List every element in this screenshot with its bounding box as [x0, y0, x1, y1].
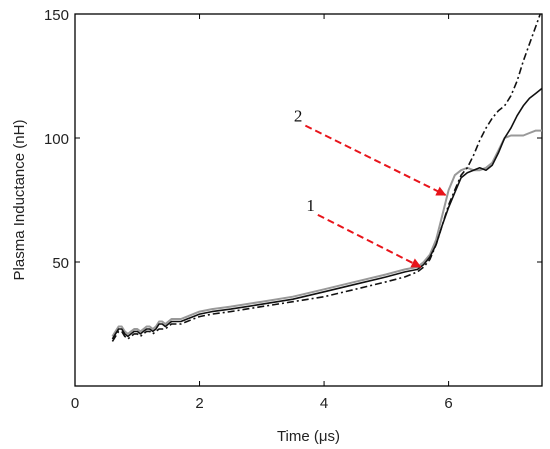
series-line-3 [111, 14, 542, 342]
x-tick-label: 6 [444, 395, 452, 412]
series-line-1 [111, 87, 542, 340]
y-axis-title: Plasma Inductance (nH) [11, 120, 28, 281]
plot-border [74, 13, 543, 387]
annotation-arrow-1 [317, 213, 422, 268]
axis-ticks: 0 2 4 6 50 100 150 [44, 7, 542, 412]
y-tick-label: 100 [44, 131, 69, 148]
x-tick-label: 0 [71, 395, 79, 412]
y-tick-label: 50 [52, 255, 69, 272]
y-tick-label: 150 [44, 7, 69, 24]
x-axis-title: Time (μs) [277, 428, 340, 445]
plot-frame [74, 13, 543, 387]
series-group [111, 14, 542, 342]
x-tick-label: 4 [320, 395, 328, 412]
annotation-arrow-2 [304, 124, 447, 196]
annotation-label-1: 1 [306, 196, 315, 215]
x-tick-label: 2 [195, 395, 203, 412]
axis-labels: Time (μs) Plasma Inductance (nH) [11, 120, 340, 445]
annotation-label-2: 2 [294, 107, 303, 126]
annotations: 12 [294, 107, 447, 268]
series-line-2 [111, 129, 542, 337]
